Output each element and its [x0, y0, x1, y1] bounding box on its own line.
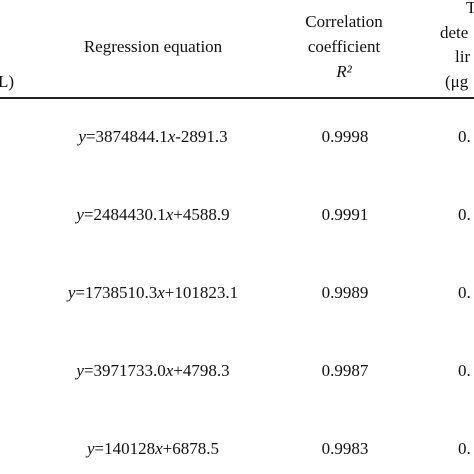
header-equation: Regression equation: [83, 37, 223, 56]
correlation-value: 0.9998: [321, 127, 369, 146]
correlation-value: 0.9989: [321, 283, 369, 302]
equation: y=2484430.1x+4588.9: [76, 205, 230, 224]
equation: y=1738510.3x+101823.1: [67, 283, 239, 302]
detection-limit: 0.: [458, 361, 471, 380]
detection-limit: 0.: [458, 283, 471, 302]
correlation-value: 0.9987: [321, 361, 369, 380]
header-correlation: R²: [336, 62, 352, 81]
detection-limit: 0.: [458, 439, 471, 458]
header-correlation: Correlation: [305, 12, 383, 31]
detection-limit: 0.: [458, 127, 471, 146]
equation: y=3874844.1x-2891.3: [78, 127, 228, 146]
correlation-value: 0.9991: [321, 205, 369, 224]
header-right: dete: [440, 23, 469, 42]
header-left: L): [0, 72, 15, 91]
equation: y=3971733.0x+4798.3: [76, 361, 230, 380]
equation: y=140128x+6878.5: [86, 439, 220, 458]
header-right: T: [466, 0, 474, 17]
header-right: lir: [455, 47, 471, 66]
header-correlation: coefficient: [307, 37, 381, 56]
header-rule: [0, 97, 474, 99]
header-right: (μg: [445, 72, 469, 91]
detection-limit: 0.: [458, 205, 471, 224]
correlation-value: 0.9983: [321, 439, 369, 458]
